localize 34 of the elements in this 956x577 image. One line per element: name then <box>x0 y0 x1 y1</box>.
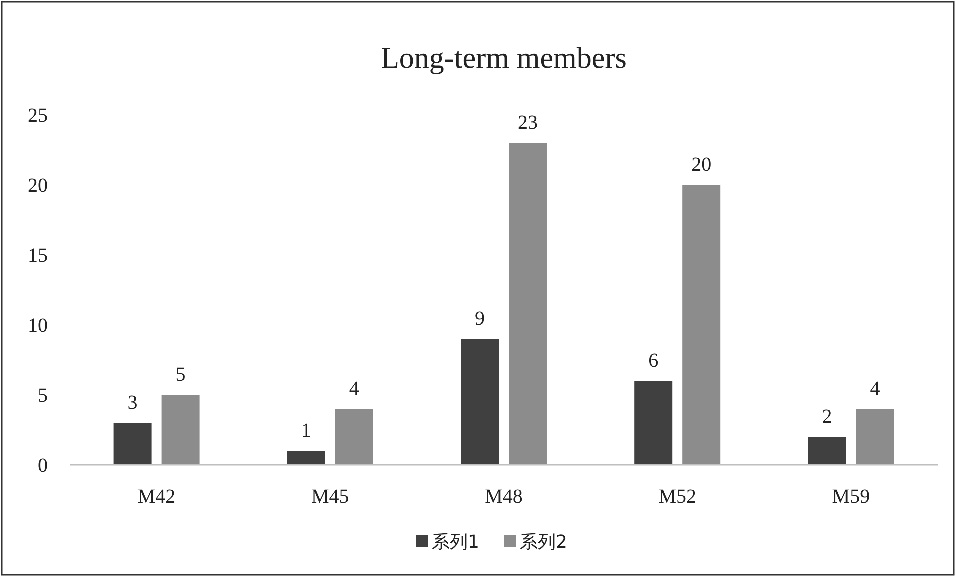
bar <box>856 409 894 465</box>
data-label: 9 <box>475 308 485 330</box>
data-label: 4 <box>349 378 360 400</box>
legend-label: 系列2 <box>520 532 568 553</box>
bar <box>509 143 547 465</box>
bar <box>634 381 673 465</box>
bar <box>114 423 152 465</box>
y-tick-label: 25 <box>28 105 48 127</box>
bar <box>162 395 200 465</box>
bar <box>461 339 499 465</box>
data-label: 2 <box>822 406 832 428</box>
chart-title: Long-term members <box>381 42 627 75</box>
legend-label: 系列1 <box>432 532 480 553</box>
data-label: 1 <box>301 420 312 442</box>
data-label: 23 <box>518 112 538 134</box>
x-tick-label: M59 <box>832 486 870 508</box>
x-tick-label: M45 <box>312 486 350 508</box>
bar <box>335 409 374 465</box>
data-label: 5 <box>176 364 186 386</box>
y-tick-label: 0 <box>38 455 48 477</box>
bar <box>682 185 721 465</box>
y-tick-label: 5 <box>38 385 48 407</box>
y-tick-label: 10 <box>28 315 48 337</box>
data-label: 3 <box>128 392 138 414</box>
x-tick-label: M42 <box>138 486 176 508</box>
data-label: 4 <box>870 378 880 400</box>
bar <box>808 437 846 465</box>
y-tick-label: 20 <box>28 175 48 197</box>
data-label: 6 <box>648 350 659 372</box>
bar <box>287 451 326 465</box>
data-label: 20 <box>692 154 712 176</box>
x-tick-label: M48 <box>485 486 523 508</box>
x-tick-label: M52 <box>658 486 696 508</box>
y-tick-label: 15 <box>28 245 48 267</box>
